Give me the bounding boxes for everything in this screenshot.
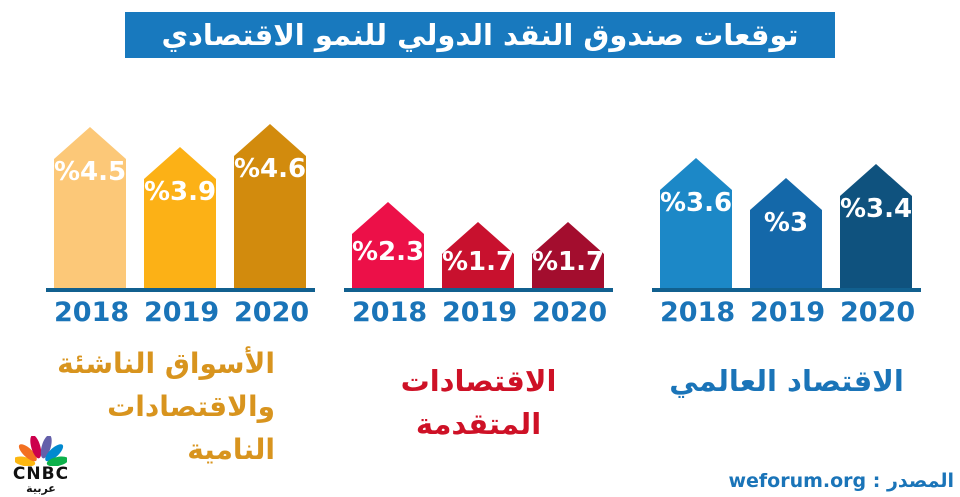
bar-value-label: %3.4 bbox=[839, 194, 913, 224]
group-emerging-markets: %4.5 %3.9 %4.6 2018 2019 2020 الأسواق ال… bbox=[46, 0, 315, 497]
bar-emerging-2020: %4.6 bbox=[234, 124, 306, 290]
bar-world-2018: %3.6 bbox=[660, 158, 732, 290]
group-label-advanced: الاقتصادات المتقدمة bbox=[400, 364, 557, 441]
year-tick-2020: 2020 bbox=[532, 297, 608, 328]
group-label-emerging: الأسواق الناشئة والاقتصادات النامية bbox=[57, 347, 275, 466]
group-world-economy: %3.6 %3 %3.4 2018 2019 2020 الاقتصاد الع… bbox=[652, 0, 921, 497]
year-tick-2020: 2020 bbox=[840, 297, 916, 328]
title-banner: توقعات صندوق النقد الدولي للنمو الاقتصاد… bbox=[125, 12, 835, 58]
year-tick-2018: 2018 bbox=[660, 297, 736, 328]
bar-emerging-2019: %3.9 bbox=[144, 147, 216, 290]
group-label-world: الاقتصاد العالمي bbox=[669, 364, 904, 398]
year-tick-2019: 2019 bbox=[750, 297, 826, 328]
bar-value-label: %1.7 bbox=[531, 247, 605, 277]
cnbc-peacock-icon bbox=[15, 436, 67, 466]
source-credit: المصدر : weforum.org bbox=[728, 470, 954, 492]
year-tick-2020: 2020 bbox=[234, 297, 310, 328]
x-axis-line bbox=[344, 288, 613, 292]
cnbc-arabia-label: عربية bbox=[26, 482, 56, 495]
bar-value-label: %2.3 bbox=[351, 237, 425, 267]
year-tick-2018: 2018 bbox=[54, 297, 130, 328]
group-advanced-economies: %2.3 %1.7 %1.7 2018 2019 2020 الاقتصادات… bbox=[344, 0, 613, 497]
bar-advanced-2020: %1.7 bbox=[532, 222, 604, 290]
bar-advanced-2018: %2.3 bbox=[352, 202, 424, 290]
bar-world-2019: %3 bbox=[750, 178, 822, 290]
bar-value-label: %4.6 bbox=[233, 154, 307, 184]
x-axis-line bbox=[652, 288, 921, 292]
bar-value-label: %3.6 bbox=[659, 188, 733, 218]
bar-value-label: %3 bbox=[763, 208, 809, 238]
year-tick-2019: 2019 bbox=[442, 297, 518, 328]
bar-value-label: %4.5 bbox=[53, 157, 127, 187]
bar-world-2020: %3.4 bbox=[840, 164, 912, 290]
x-axis-line bbox=[46, 288, 315, 292]
year-tick-2019: 2019 bbox=[144, 297, 220, 328]
bar-value-label: %1.7 bbox=[441, 247, 515, 277]
year-tick-2018: 2018 bbox=[352, 297, 428, 328]
page-title: توقعات صندوق النقد الدولي للنمو الاقتصاد… bbox=[161, 17, 799, 52]
bar-value-label: %3.9 bbox=[143, 177, 217, 207]
cnbc-arabia-logo: CNBC عربية bbox=[12, 436, 70, 495]
cnbc-wordmark: CNBC bbox=[12, 464, 70, 484]
bar-advanced-2019: %1.7 bbox=[442, 222, 514, 290]
bar-emerging-2018: %4.5 bbox=[54, 127, 126, 290]
